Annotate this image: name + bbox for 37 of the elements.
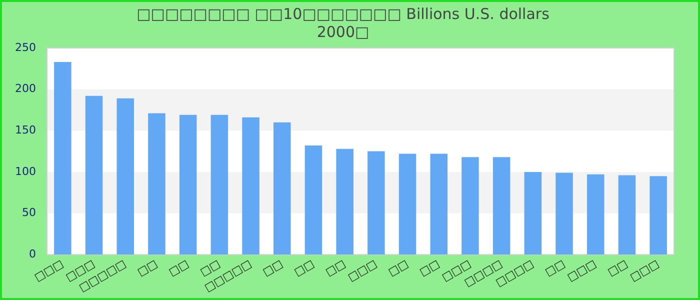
x-tick-label: □□ xyxy=(542,257,568,279)
bar xyxy=(210,114,228,255)
bar xyxy=(398,154,416,255)
text: 2000□ xyxy=(316,22,370,41)
y-tick-label: 0 xyxy=(28,247,36,260)
y-tick-label: 100 xyxy=(14,164,36,178)
y-tick-label: 50 xyxy=(22,206,36,220)
x-tick-label: □□ xyxy=(386,257,410,279)
x-tick-label: □□ xyxy=(323,257,348,279)
bar xyxy=(368,151,385,255)
bar xyxy=(304,146,322,255)
x-tick-label: □□ xyxy=(166,257,191,279)
x-tick-label: □□ xyxy=(260,257,286,279)
x-tick-label: □□ xyxy=(135,257,160,279)
bar xyxy=(85,96,103,255)
bar xyxy=(274,122,291,255)
bar xyxy=(587,174,604,255)
bar xyxy=(336,148,354,255)
bar xyxy=(148,113,166,255)
bar xyxy=(650,176,667,255)
bar xyxy=(179,114,197,255)
y-tick-label: 150 xyxy=(14,123,36,136)
x-tick-label: □□ xyxy=(605,257,630,279)
y-tick-label: 200 xyxy=(14,82,36,96)
text: □□□□□□□□ □□10□□□□□□□ Billions U.S. dollars xyxy=(136,4,550,23)
bar xyxy=(54,62,72,255)
bar xyxy=(556,172,573,255)
x-tick-label: □□ xyxy=(292,257,316,279)
bar xyxy=(618,175,636,255)
bar xyxy=(462,157,479,255)
bar xyxy=(242,117,260,255)
x-tick-label: □□ xyxy=(417,257,442,279)
bar xyxy=(492,157,510,255)
bar xyxy=(430,154,448,255)
y-tick-label: 250 xyxy=(14,40,36,54)
bar xyxy=(116,98,134,255)
bar xyxy=(524,172,542,255)
